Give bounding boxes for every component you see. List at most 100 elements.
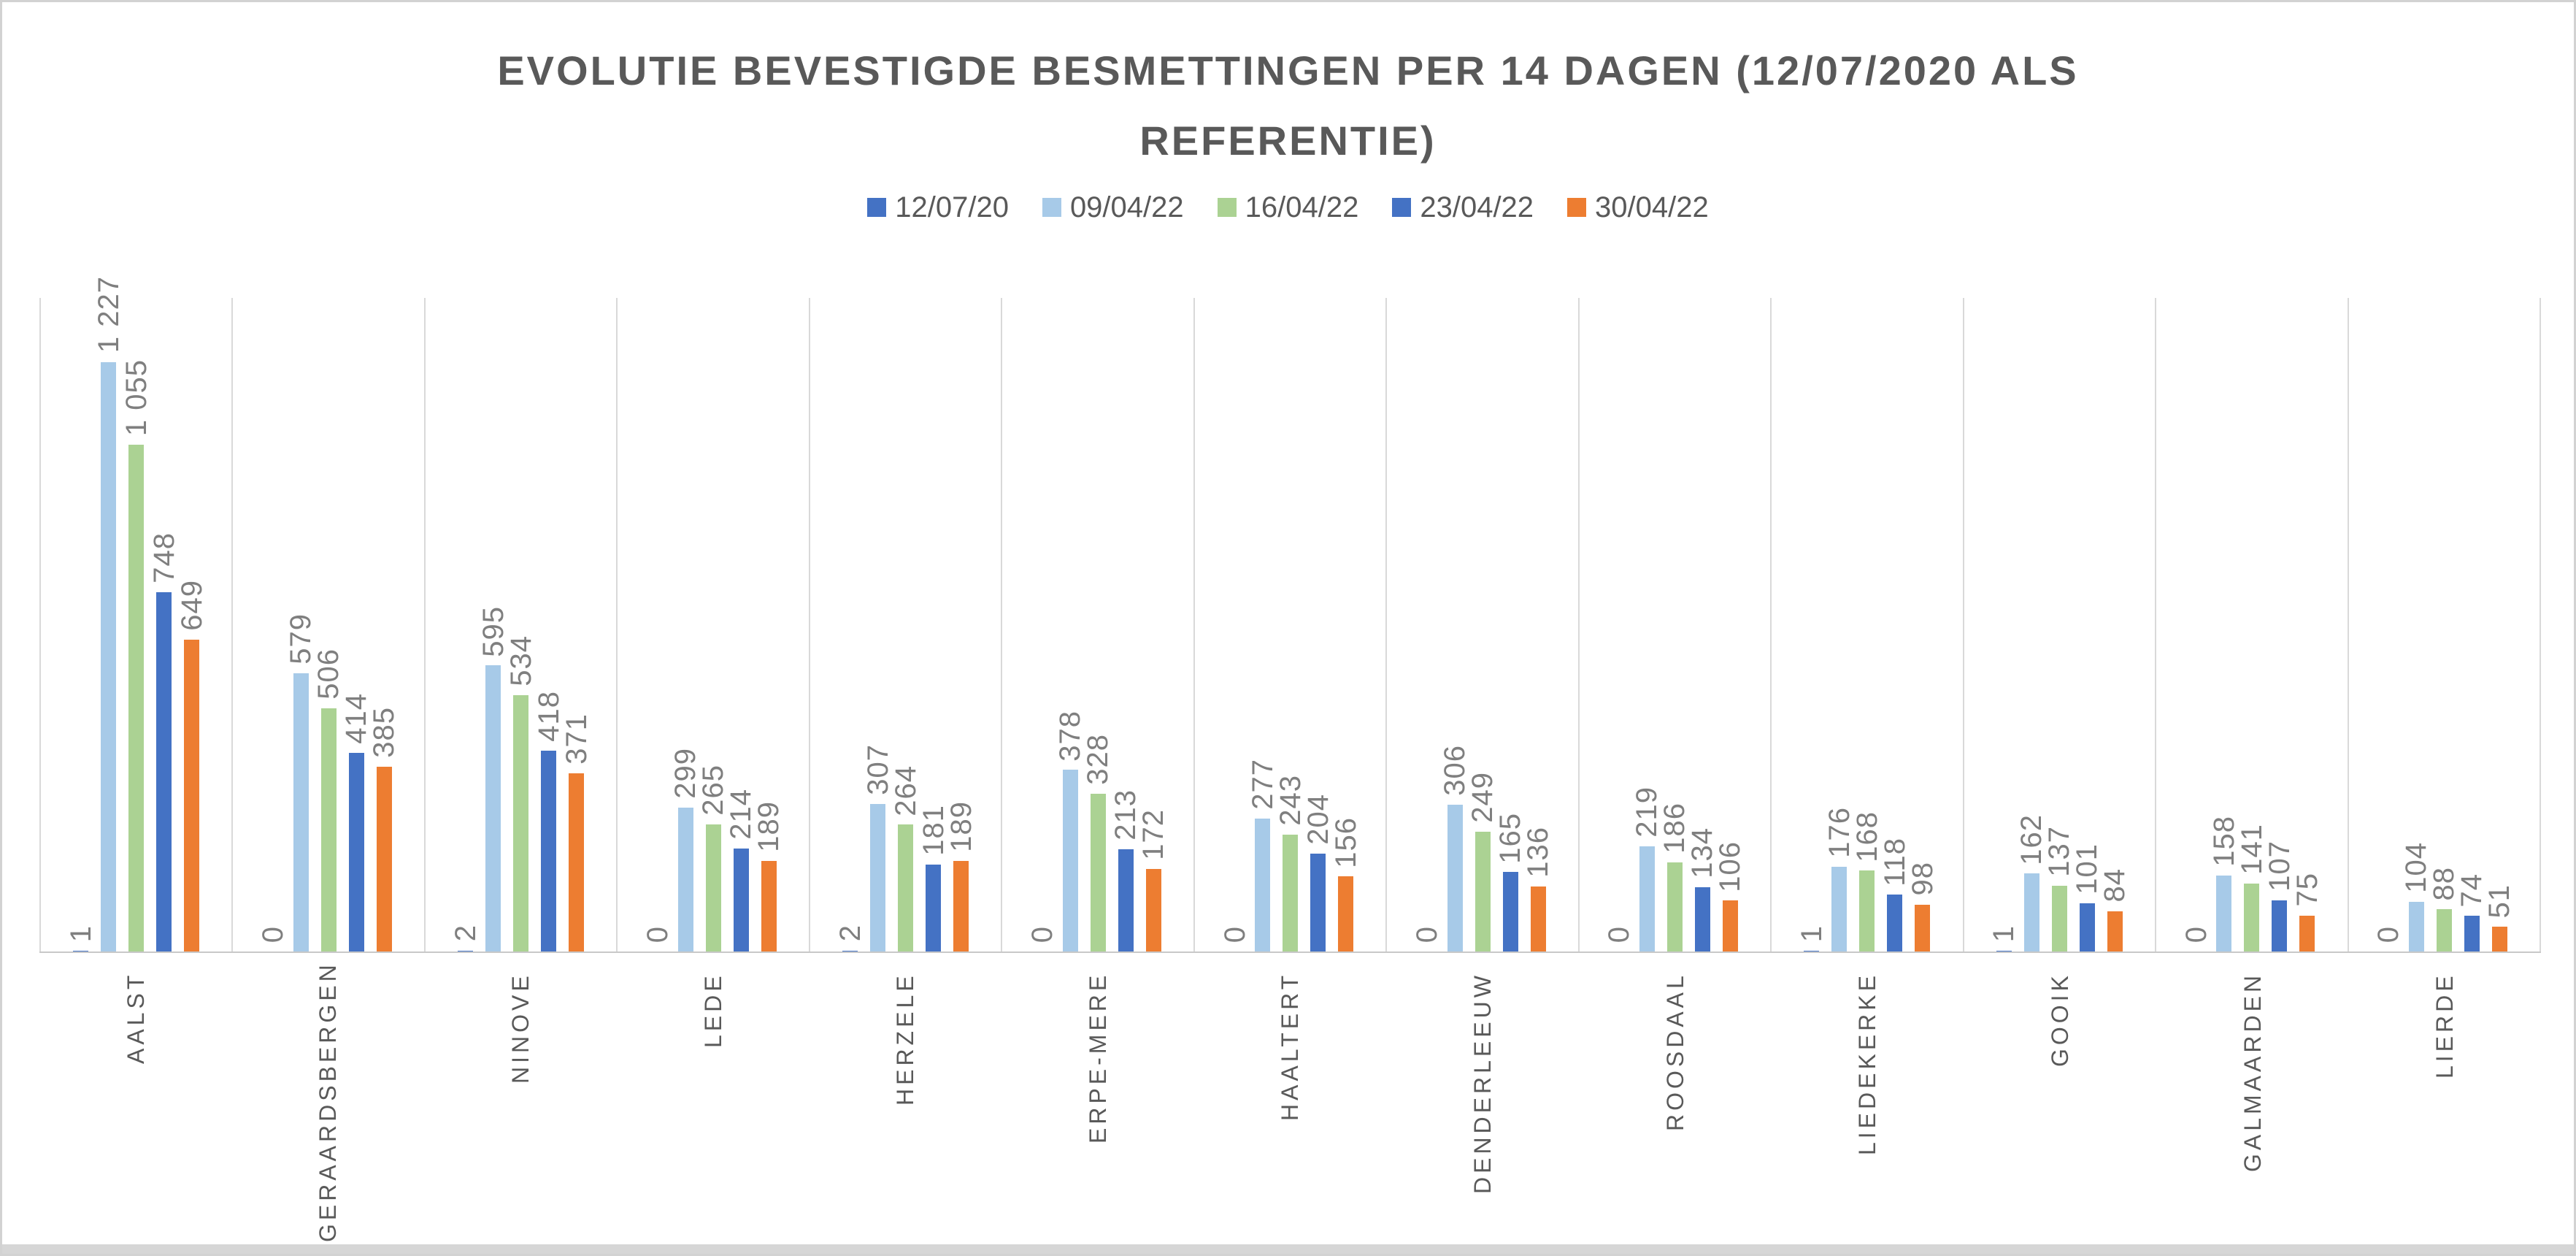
x-label-cell: AALST [39,954,232,1244]
bar-slot: 51 [2483,298,2515,951]
bar-value-label: 371 [560,713,593,765]
category-label: LIERDE [2431,972,2458,1079]
bar-value-label: 1 055 [120,359,153,436]
bar-value-label: 0 [1218,925,1251,943]
x-label-cell: DENDERLEEUW [1386,954,1579,1244]
bar-value-label: 141 [2235,824,2268,876]
bar-value-label: 0 [2180,925,2212,943]
bar-slot: 181 [918,298,950,951]
bar-slot: 0 [1411,298,1443,951]
legend-swatch [1217,198,1237,217]
category-group: 1 162 137 101 84 [1962,298,2155,951]
legend-swatch [1042,198,1061,217]
legend-item: 23/04/22 [1392,191,1534,224]
bar-slot: 414 [340,298,372,951]
category-label: NINOVE [507,972,534,1084]
bar-value-label: 378 [1054,710,1087,762]
bar-series-3 [1283,835,1299,951]
bar-series-3 [705,824,721,951]
bar-value-label: 176 [1823,807,1856,859]
bar-value-label: 0 [1411,925,1444,943]
bar-value-label: 1 [1795,925,1828,943]
bar-series-4 [733,849,749,951]
bar-value-label: 264 [889,765,922,816]
bar-slot: 265 [697,298,729,951]
category-group: 0 579 506 414 385 [231,298,423,951]
bar-series-2 [1062,770,1078,951]
bar-value-label: 137 [2043,826,2076,877]
bar-series-5 [2107,911,2123,951]
bar-value-label: 277 [1246,758,1279,810]
category-group: 0 299 265 214 189 [616,298,808,951]
category-label: AALST [122,972,149,1065]
bar-slot: 277 [1247,298,1279,951]
category-group: 0 158 141 107 75 [2155,298,2347,951]
category-label: ROOSDAAL [1661,972,1688,1131]
x-label-cell: LIERDE [2348,954,2541,1244]
bar-slot: 156 [1330,298,1362,951]
category-label: DENDERLEEUW [1469,972,1496,1194]
category-label: LIEDEKERKE [1854,972,1881,1155]
bar-slot: 186 [1658,298,1691,951]
category-label: GOOIK [2046,972,2073,1067]
bar-slot: 0 [2180,298,2212,951]
bar-slot: 141 [2236,298,2268,951]
legend-item: 30/04/22 [1567,191,1709,224]
bar-slot: 0 [1026,298,1058,951]
legend-label: 30/04/22 [1595,191,1709,223]
bar-slot: 328 [1082,298,1114,951]
bar-series-5 [376,766,392,951]
bar-series-4 [2464,916,2480,951]
bar-value-label: 506 [312,648,345,700]
bar-series-2 [2216,876,2232,951]
category-label: HAALTERT [1277,972,1304,1122]
bar-series-4 [926,864,942,951]
bar-slot: 534 [505,298,537,951]
bar-value-label: 748 [147,532,180,583]
bar-series-5 [953,860,969,951]
bar-slot: 137 [2043,298,2075,951]
category-group: 1 1 227 1 055 748 649 [39,276,231,951]
bar-slot: 0 [257,298,289,951]
bar-value-label: 204 [1302,794,1334,845]
bar-value-label: 181 [917,805,950,856]
bar-slot: 1 227 [93,276,125,951]
legend-label: 16/04/22 [1245,191,1359,223]
bar-slot: 136 [1522,298,1554,951]
bar-slot: 307 [862,298,894,951]
bar-series-5 [1145,868,1161,951]
bar-series-2 [677,808,693,951]
bar-value-label: 385 [368,706,401,758]
bar-value-label: 165 [1494,812,1527,864]
bar-series-4 [2272,900,2288,951]
bar-series-3 [898,824,914,951]
bar-slot: 189 [945,298,977,951]
bar-value-label: 265 [697,764,730,816]
bar-slot: 306 [1439,298,1471,951]
x-axis-labels: AALST GERAARDSBERGEN NINOVE LEDE HERZELE ERPE… [39,954,2541,1244]
bar-value-label: 101 [2071,843,2104,895]
bar-slot: 88 [2428,298,2460,951]
bar-series-4 [1118,849,1134,951]
bar-value-label: 0 [1026,925,1059,943]
bar-slot: 158 [2208,298,2240,951]
bar-slot: 378 [1054,298,1086,951]
bar-series-5 [2299,915,2315,951]
bar-series-3 [1475,832,1491,951]
bar-slot: 506 [312,298,345,951]
bar-slot: 165 [1494,298,1526,951]
bar-slot: 264 [890,298,922,951]
bar-value-label: 104 [2400,841,2433,893]
bar-slot: 579 [285,298,317,951]
category-group: 0 378 328 213 172 [1001,298,1193,951]
bar-series-5 [2491,927,2507,951]
bar-value-label: 134 [1686,827,1719,878]
bar-series-2 [1639,846,1655,951]
bar-slot: 134 [1686,298,1718,951]
x-label-cell: NINOVE [424,954,617,1244]
bar-series-5 [569,773,585,951]
bar-series-4 [541,750,557,951]
bar-value-label: 136 [1522,826,1555,878]
bar-value-label: 534 [504,635,537,686]
